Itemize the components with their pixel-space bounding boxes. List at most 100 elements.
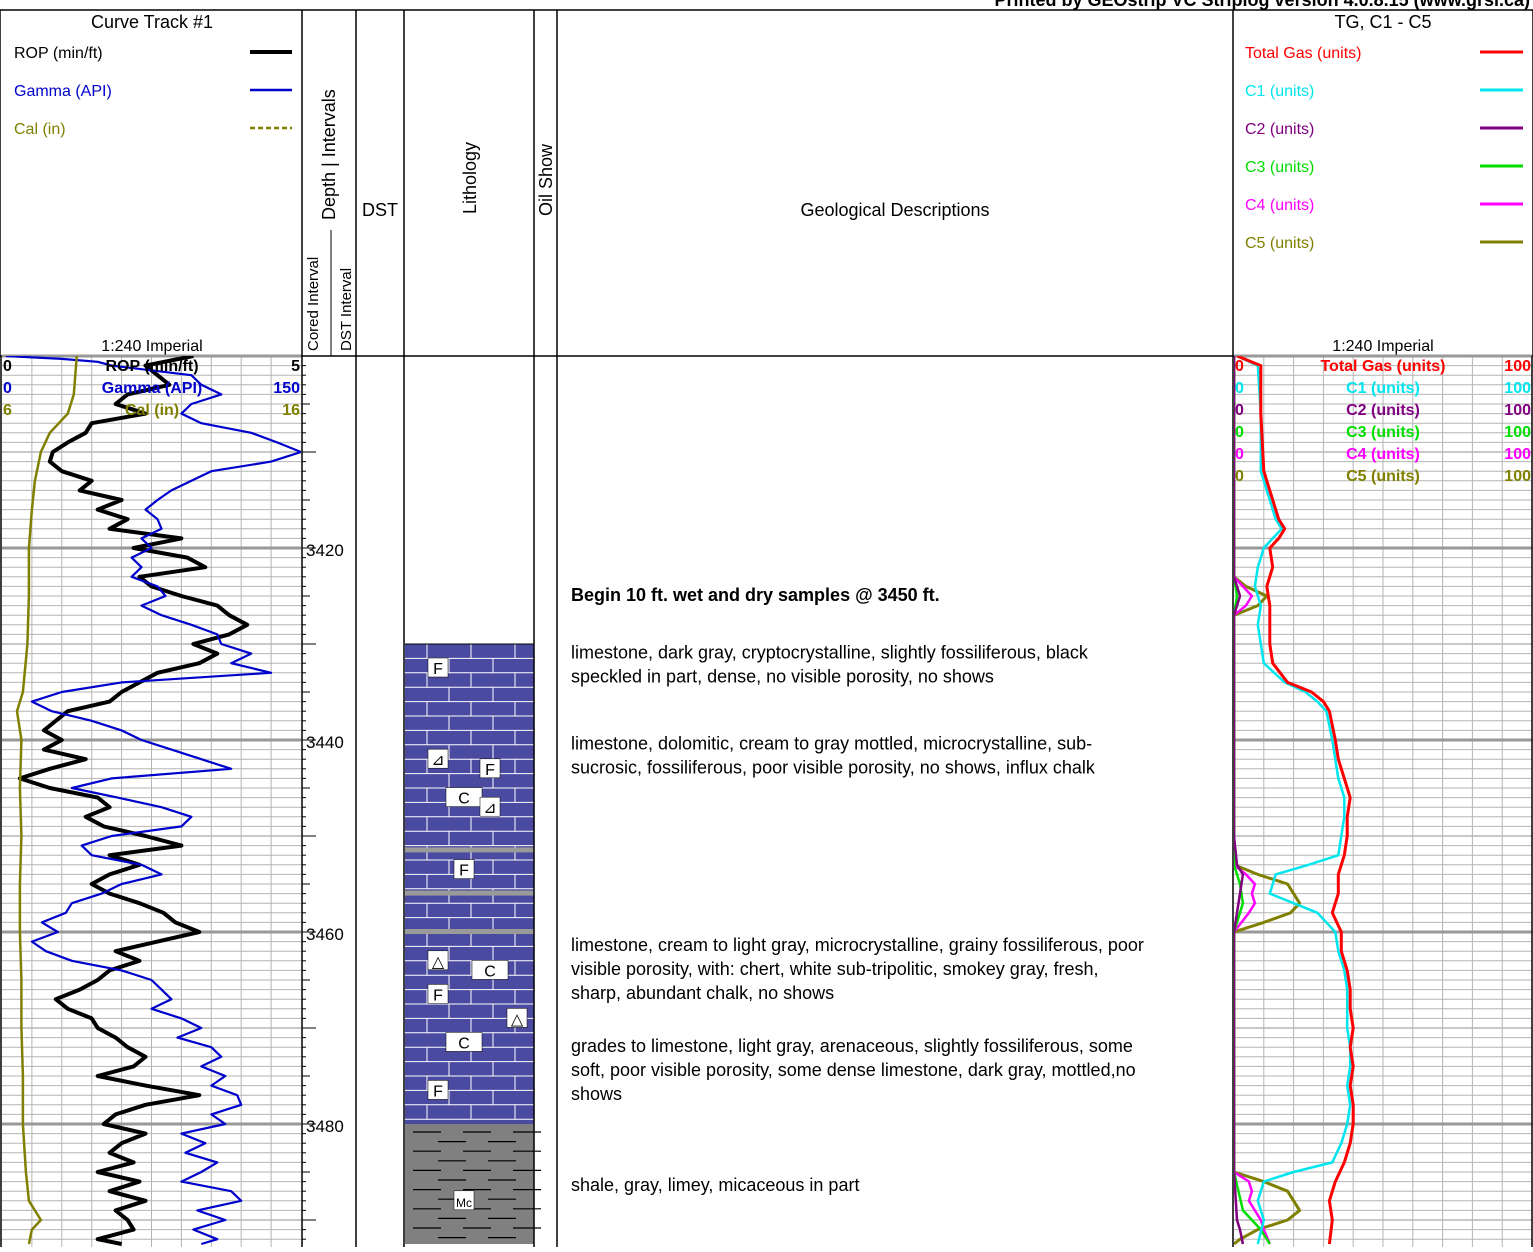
lithology-symbol: ⊿ [431,752,444,769]
left-legend-label: Cal (in) [14,121,66,138]
lithology-symbol-box [427,984,449,1004]
curve-cal [15,356,79,1245]
lithology-symbol-box [479,758,501,779]
scale-max: 100 [1504,468,1531,485]
right-legend-label: C2 (units) [1245,121,1314,138]
scale-max: 150 [273,380,300,397]
depth-label: 3420 [306,541,344,560]
description-line: shows [571,1084,622,1104]
scale-label: Cal (in) [125,402,179,419]
right-legend-label: C4 (units) [1245,197,1314,214]
curve-gamma [5,356,301,1246]
lithology-symbol: F [433,987,443,1004]
curve-c3 [1234,356,1271,1245]
oil-show-header: Oil Show [536,143,556,216]
lithology-symbol: △ [432,954,445,971]
lithology-symbol: F [433,661,443,678]
dst-header: DST [362,200,398,220]
geological-descriptions: Begin 10 ft. wet and dry samples @ 3450 … [571,585,1144,1195]
scale-max: 5 [291,358,300,375]
scale-label: Total Gas (units) [1320,358,1445,375]
scale-min: 0 [3,380,12,397]
gas-track-title: TG, C1 - C5 [1334,12,1431,32]
scale-label: C3 (units) [1346,424,1420,441]
lithology-symbol: C [458,1035,470,1052]
scale-label: Gamma (API) [102,380,202,397]
left-scale-text: 1:240 Imperial [101,338,202,355]
curve-total [1236,356,1355,1245]
scale-max: 100 [1504,358,1531,375]
gray-streak [405,890,534,896]
scale-min: 0 [1235,424,1244,441]
description-line: sharp, abundant chalk, no shows [571,983,834,1003]
curve-c1 [1236,356,1352,1245]
left-track-curves [5,356,301,1246]
lithology-symbol-box [427,1080,449,1100]
right-legend-label: C5 (units) [1245,235,1314,252]
right-scale-text: 1:240 Imperial [1332,338,1433,355]
right-legend-label: C1 (units) [1245,83,1314,100]
right-legend: Total Gas (units) C1 (units) C2 (units) C3 … [1245,45,1523,252]
lithology-symbol-box [445,1032,483,1052]
left-legend-label: Gamma (API) [14,83,112,100]
lithology-symbol: C [484,963,496,980]
description-line: limestone, cream to light gray, microcry… [571,935,1144,955]
depth-label: 3460 [306,925,344,944]
description-line: Begin 10 ft. wet and dry samples @ 3450 … [571,585,940,605]
header: Curve Track #1 ROP (min/ft) Gamma (API) Ca… [0,9,1533,357]
lithology-symbol-box [453,859,475,879]
right-track-curves [1234,356,1355,1246]
lithology-symbol: Mc [456,1196,472,1210]
description-line: sucrosic, fossiliferous, poor visible po… [571,758,1096,778]
left-legend-label: ROP (min/ft) [14,45,103,62]
printed-by-text: Printed by GEOstrip VC Striplog version … [995,0,1530,10]
lithology-symbol: ⊿ [483,800,496,817]
lithology-symbol-box [427,950,449,971]
description-line: soft, poor visible porosity, some dense … [571,1060,1136,1080]
scale-label: ROP (min/ft) [105,358,198,375]
geological-descriptions-header: Geological Descriptions [800,200,989,220]
scale-label: C2 (units) [1346,402,1420,419]
right-legend-label: C3 (units) [1245,159,1314,176]
description-line: grades to limestone, light gray, arenace… [571,1036,1133,1056]
dst-interval-header: DST Interval [338,268,355,351]
curve-c2 [1234,356,1245,1245]
right-track-scales: 0 Total Gas (units) 100 0 C1 (units) 100 0 C2 (… [1235,358,1531,485]
description-line: limestone, dolomitic, cream to gray mott… [571,734,1092,754]
description-line: limestone, dark gray, cryptocrystalline,… [571,642,1089,662]
left-legend: ROP (min/ft) Gamma (API) Cal (in) [14,45,292,138]
scale-min: 0 [1235,380,1244,397]
description-line: speckled in part, dense, no visible poro… [571,666,994,686]
right-legend-label: Total Gas (units) [1245,45,1361,62]
lithology-header: Lithology [460,142,480,214]
left-track-grid [2,354,301,1247]
scale-max: 100 [1504,424,1531,441]
scale-label: C5 (units) [1346,468,1420,485]
right-track-grid [1234,354,1532,1247]
scale-min: 0 [1235,468,1244,485]
lithology-symbol: C [458,791,470,808]
scale-min: 0 [1235,446,1244,463]
gray-streak [405,847,534,853]
scale-max: 100 [1504,402,1531,419]
gray-streak [405,929,534,934]
scale-label: C1 (units) [1346,380,1420,397]
lithology-symbol-box [471,960,509,980]
scale-min: 0 [1235,358,1244,375]
scale-min: 6 [3,402,12,419]
curve-track-title: Curve Track #1 [91,12,213,32]
lithology-symbol: F [433,1083,443,1100]
cored-interval-header: Cored Interval [305,257,322,351]
left-track-scales: 0 ROP (min/ft) 5 0 Gamma (API) 150 6 Cal (in) 16 [3,358,300,419]
lithology-symbol-box [453,1190,475,1211]
curve-rop [17,356,250,1246]
lithology-symbol-box [506,1008,528,1028]
depth-label: 3480 [306,1117,344,1136]
depth-ticks: 3420 3440 3460 3480 [302,355,344,1240]
curve-c4 [1234,356,1271,1245]
lithology-symbol-box [479,796,501,817]
